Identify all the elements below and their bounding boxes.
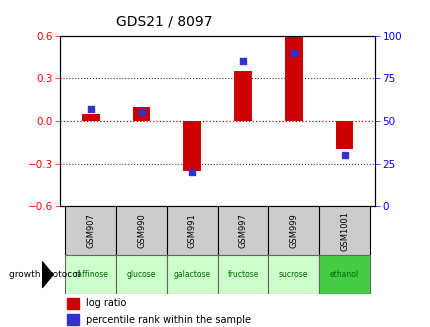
Text: ethanol: ethanol (329, 270, 358, 279)
Bar (65, 206, 116, 255)
Point (290, 50, 297, 56)
Bar (82, 114, 99, 121)
Text: percentile rank within the sample: percentile rank within the sample (85, 315, 250, 325)
Text: raffinose: raffinose (74, 270, 108, 279)
Bar (116, 255, 166, 294)
Text: glucose: glucose (126, 270, 156, 279)
Bar (335, 121, 353, 149)
Text: GSM999: GSM999 (289, 213, 298, 248)
Bar (318, 206, 369, 255)
Text: GSM997: GSM997 (238, 213, 247, 248)
Bar (67, 298, 79, 309)
Text: GSM1001: GSM1001 (339, 211, 348, 250)
Bar (217, 206, 268, 255)
Point (87, 107, 94, 112)
Text: GSM991: GSM991 (187, 213, 197, 248)
Bar (166, 206, 217, 255)
Bar (67, 314, 79, 325)
Bar (268, 206, 318, 255)
Bar (217, 255, 268, 294)
Bar (166, 255, 217, 294)
Bar (65, 255, 116, 294)
Text: sucrose: sucrose (279, 270, 308, 279)
Text: log ratio: log ratio (85, 299, 126, 308)
Text: GDS21 / 8097: GDS21 / 8097 (115, 15, 212, 29)
Point (239, 59, 246, 64)
Bar (183, 121, 201, 171)
Text: galactose: galactose (173, 270, 210, 279)
Bar (233, 71, 251, 121)
Point (340, 152, 347, 158)
Bar (284, 36, 302, 121)
Point (138, 110, 144, 115)
Bar (268, 255, 318, 294)
Text: GSM907: GSM907 (86, 213, 95, 248)
Bar (116, 206, 166, 255)
Bar (318, 255, 369, 294)
Text: GSM990: GSM990 (137, 213, 146, 248)
Point (188, 169, 195, 175)
Polygon shape (42, 262, 53, 288)
Text: fructose: fructose (227, 270, 258, 279)
Text: growth protocol: growth protocol (9, 270, 80, 279)
Bar (132, 107, 150, 121)
